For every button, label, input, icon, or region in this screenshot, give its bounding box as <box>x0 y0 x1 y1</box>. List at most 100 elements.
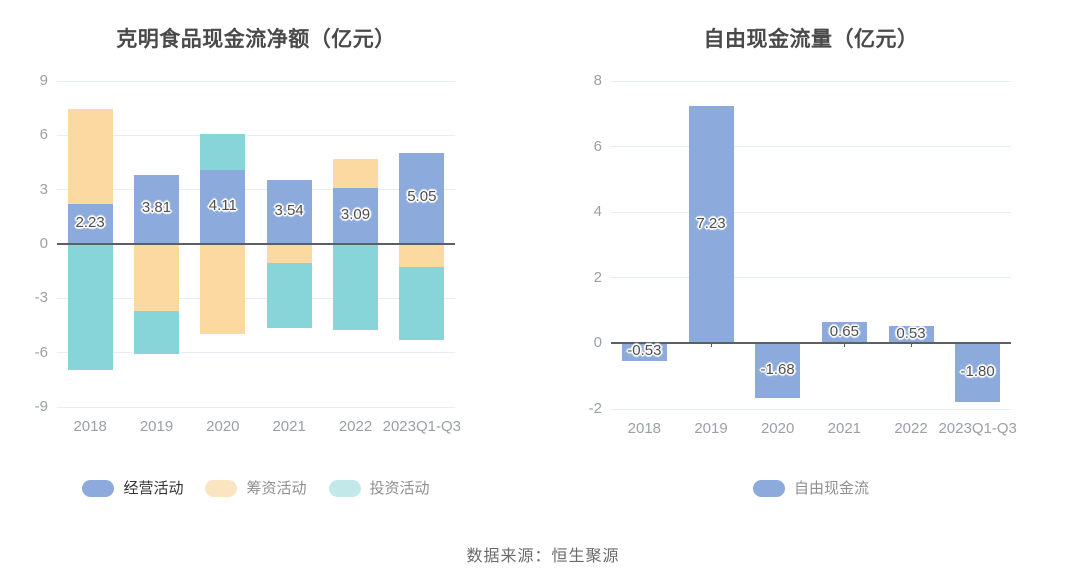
bar-segment-operating <box>200 169 246 244</box>
legend-swatch-investing <box>328 480 361 497</box>
bar-segment-operating <box>134 174 179 244</box>
gridline <box>57 189 455 191</box>
bar-value-label: 4.11 <box>208 196 237 214</box>
bar-segment-free-cash-flow <box>888 326 934 344</box>
y-axis-label: -9 <box>34 398 48 415</box>
bar-segment-operating <box>399 152 445 244</box>
bar-value-label: -0.53 <box>627 342 662 360</box>
axis-tick <box>89 244 91 248</box>
x-axis-label: 2021 <box>272 418 306 435</box>
y-axis-label: 0 <box>593 334 602 352</box>
bar-segment-operating <box>67 203 113 244</box>
bar-segment-investing <box>266 262 312 328</box>
bar-segment-investing <box>134 311 179 354</box>
gridline <box>57 297 455 299</box>
axis-tick <box>222 244 224 248</box>
bar-segment-financing <box>67 109 113 204</box>
axis-tick <box>910 343 912 348</box>
x-axis-label: 2023Q1-Q3 <box>382 418 462 435</box>
x-axis-label: 2019 <box>139 418 174 435</box>
bar-value-label: 3.54 <box>274 201 304 219</box>
gridline <box>57 406 455 408</box>
bar-segment-financing <box>134 244 179 311</box>
bar-segment-financing <box>399 244 445 267</box>
y-axis-label: 8 <box>593 72 602 89</box>
axis-tick <box>843 343 845 348</box>
x-axis-label: 2021 <box>827 420 862 437</box>
bar-segment-financing <box>266 244 312 263</box>
bar-segment-investing <box>200 134 246 170</box>
y-axis-label: 9 <box>39 72 48 89</box>
zero-axis-line <box>611 342 1011 345</box>
bar-segment-investing <box>333 244 378 330</box>
x-axis-label: 2019 <box>694 420 728 437</box>
bar-segment-financing <box>200 244 246 334</box>
x-axis-label: 2022 <box>894 420 928 437</box>
x-axis-label: 2018 <box>627 420 662 437</box>
x-axis-label: 2020 <box>206 418 240 435</box>
legend-swatch-free-cash-flow <box>752 480 785 497</box>
axis-tick <box>977 343 979 348</box>
bar-segment-investing <box>67 244 113 371</box>
x-axis-label: 2020 <box>760 420 795 437</box>
axis-tick <box>710 343 712 348</box>
bar-value-label: 5.05 <box>407 188 437 206</box>
free-cashflow-legend: 自由现金流 <box>611 480 1011 497</box>
legend-item-investing[interactable]: 投资活动 <box>328 480 430 497</box>
bar-value-label: 3.81 <box>141 199 172 217</box>
bar-segment-free-cash-flow <box>955 343 1001 403</box>
axis-tick <box>643 343 645 348</box>
bar-segment-financing <box>333 158 378 189</box>
y-axis-label: 0 <box>39 235 48 252</box>
gridline <box>57 80 455 82</box>
bar-segment-free-cash-flow <box>688 106 734 344</box>
zero-axis-line <box>57 243 455 245</box>
gridline <box>57 134 455 136</box>
axis-tick <box>355 244 356 248</box>
legend-swatch-financing <box>205 480 238 497</box>
bar-segment-operating <box>266 179 312 244</box>
legend-item-free-cash-flow[interactable]: 自由现金流 <box>752 480 869 497</box>
data-source-text: 数据来源：恒生聚源 <box>466 548 620 565</box>
gridline <box>611 146 1011 148</box>
bar-value-label: 7.23 <box>696 214 726 232</box>
legend-label-operating: 经营活动 <box>123 480 184 497</box>
bar-segment-free-cash-flow <box>821 322 867 344</box>
y-axis-label: -6 <box>34 343 48 361</box>
gridline <box>611 408 1011 410</box>
y-axis-label: -3 <box>34 289 48 307</box>
legend-label-free-cash-flow: 自由现金流 <box>793 480 869 497</box>
bar-value-label: -1.68 <box>760 360 795 378</box>
axis-tick <box>288 244 290 248</box>
gridline <box>611 80 1011 82</box>
net-cashflow-legend: 经营活动 筹资活动 投资活动 <box>57 480 455 497</box>
legend-item-financing[interactable]: 筹资活动 <box>205 480 307 497</box>
y-axis-label: 6 <box>39 126 48 144</box>
gridline <box>611 211 1011 213</box>
legend-item-operating[interactable]: 经营活动 <box>82 480 183 497</box>
bar-value-label: 0.53 <box>896 324 926 342</box>
legend-label-financing: 筹资活动 <box>246 480 307 497</box>
bar-value-label: 0.65 <box>829 322 859 340</box>
x-axis-label: 2018 <box>73 418 107 435</box>
x-axis-label: 2022 <box>338 418 373 435</box>
bar-value-label: -1.80 <box>960 362 995 380</box>
bar-value-label: 2.23 <box>75 213 105 231</box>
chart-title-free-cashflow: 自由现金流量（亿元） <box>703 28 919 52</box>
x-axis-label: 2023Q1-Q3 <box>938 420 1017 437</box>
gridline <box>611 277 1011 279</box>
bar-segment-free-cash-flow <box>755 343 801 399</box>
legend-label-investing: 投资活动 <box>369 480 430 497</box>
axis-tick <box>421 244 423 248</box>
y-axis-label: 6 <box>593 137 602 155</box>
bar-segment-free-cash-flow <box>621 343 667 361</box>
axis-tick <box>777 343 779 348</box>
gridline <box>57 352 455 354</box>
bar-segment-operating <box>333 188 378 244</box>
chart-title-net-cashflow: 克明食品现金流净额（亿元） <box>116 28 396 52</box>
axis-tick <box>156 244 157 248</box>
bar-segment-investing <box>399 266 445 340</box>
y-axis-label: 2 <box>593 268 602 286</box>
legend-swatch-operating <box>82 480 115 497</box>
